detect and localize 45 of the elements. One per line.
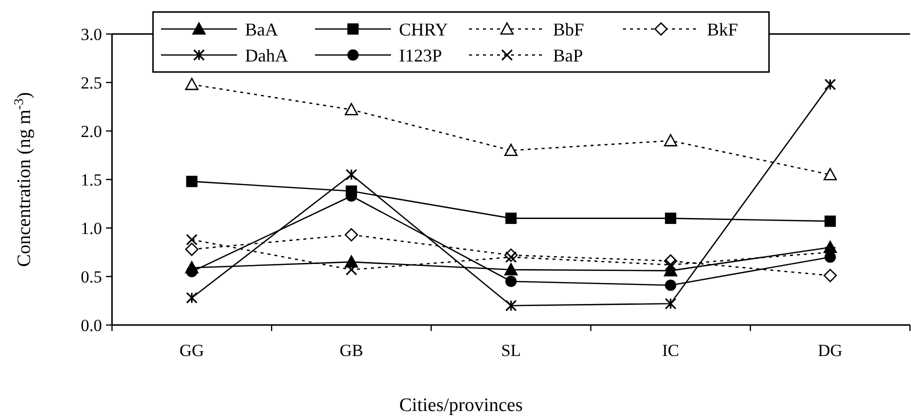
legend-label: DahA — [245, 45, 288, 66]
x-tick-label: SL — [501, 341, 521, 360]
point — [186, 292, 198, 304]
legend-label: BaA — [245, 19, 278, 40]
legend-label: BaP — [553, 45, 584, 66]
point — [346, 168, 358, 180]
point — [344, 103, 358, 116]
point — [664, 134, 678, 146]
point — [504, 263, 518, 276]
x-tick-label: GG — [180, 341, 204, 360]
legend-label: I123P — [399, 45, 442, 66]
point — [185, 78, 198, 90]
point — [824, 246, 836, 258]
point — [505, 251, 517, 263]
y-tick-label: 0.0 — [80, 316, 102, 335]
x-axis-title: Cities/provinces — [399, 395, 523, 416]
point — [186, 234, 198, 246]
point — [504, 144, 518, 156]
point — [664, 259, 676, 271]
y-tick-label: 1.0 — [80, 218, 102, 238]
point — [824, 216, 836, 227]
point — [344, 228, 358, 242]
y-tick-label: 2.5 — [80, 73, 102, 92]
point — [505, 212, 517, 224]
point — [664, 280, 676, 291]
point — [186, 266, 198, 278]
point — [824, 78, 836, 90]
x-tick-label: GB — [340, 341, 364, 360]
y-tick-label: 1.5 — [80, 170, 102, 190]
x-tick-label: DG — [818, 341, 842, 360]
point — [185, 242, 198, 256]
y-tick-label: 3.0 — [80, 24, 102, 44]
y-tick-label: 2.0 — [80, 122, 102, 141]
point — [186, 176, 198, 188]
legend-label: BbF — [553, 19, 584, 40]
point — [505, 276, 517, 287]
legend-label: CHRY — [399, 19, 448, 40]
y-tick-label: 0.5 — [80, 267, 102, 286]
point — [505, 300, 517, 312]
point — [824, 168, 837, 180]
legend-label: BkF — [707, 19, 738, 40]
point — [824, 268, 837, 282]
point — [664, 298, 676, 310]
x-tick-label: IC — [662, 341, 680, 360]
point — [664, 212, 676, 224]
